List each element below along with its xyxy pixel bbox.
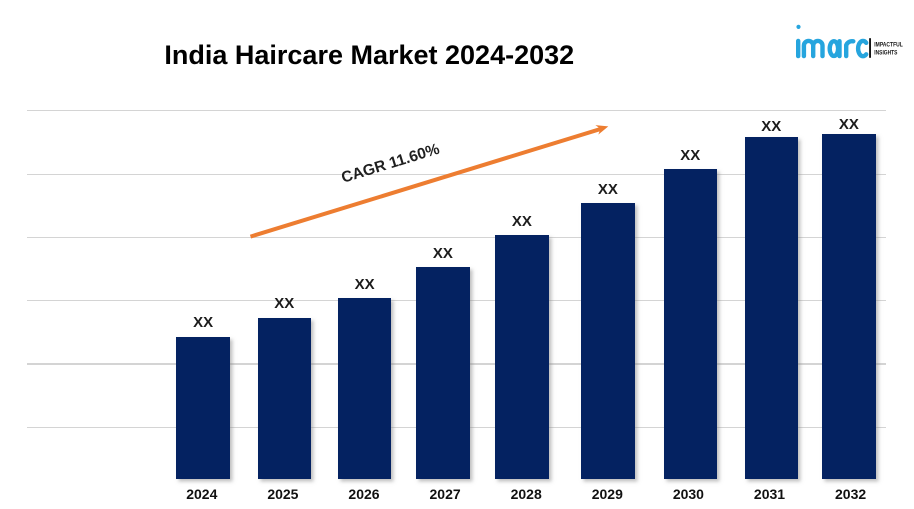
svg-text:IMPACTFUL: IMPACTFUL <box>874 41 903 48</box>
svg-text:INSIGHTS: INSIGHTS <box>874 50 897 57</box>
